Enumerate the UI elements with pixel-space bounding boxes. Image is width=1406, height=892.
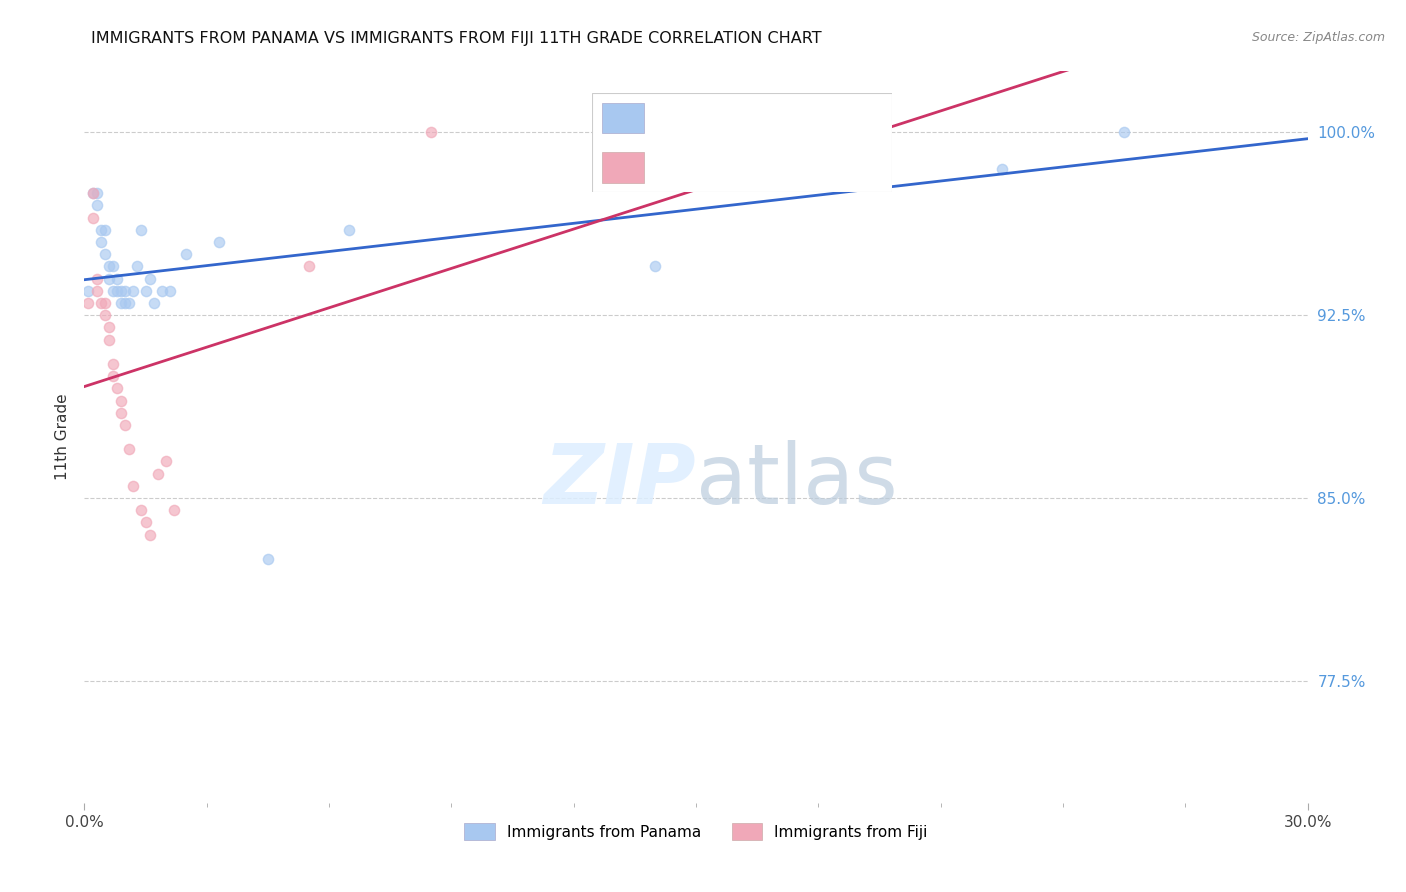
Point — [90, 235, 112, 249]
Point — [105, 284, 128, 298]
Point — [135, 516, 157, 530]
Point — [110, 284, 132, 298]
Legend: Immigrants from Panama, Immigrants from Fiji: Immigrants from Panama, Immigrants from … — [458, 816, 934, 847]
Point — [93, 296, 115, 310]
Point — [101, 357, 124, 371]
Y-axis label: 11th Grade: 11th Grade — [55, 393, 70, 481]
Point — [747, 125, 769, 139]
Text: Source: ZipAtlas.com: Source: ZipAtlas.com — [1251, 31, 1385, 45]
Point — [131, 223, 153, 237]
Point — [82, 186, 104, 201]
Text: atlas: atlas — [696, 441, 897, 522]
Point — [420, 125, 443, 139]
Point — [90, 296, 112, 310]
Point — [86, 186, 108, 201]
Point — [155, 454, 177, 468]
Point — [86, 198, 108, 212]
Point — [101, 284, 124, 298]
Point — [93, 223, 115, 237]
Point — [122, 284, 145, 298]
Point — [298, 260, 321, 274]
Point — [991, 161, 1014, 176]
Point — [159, 284, 181, 298]
Point — [90, 223, 112, 237]
Point — [138, 271, 160, 285]
Point — [97, 260, 120, 274]
Point — [93, 308, 115, 322]
Point — [77, 296, 100, 310]
Text: ZIP: ZIP — [543, 441, 696, 522]
Point — [122, 479, 145, 493]
Point — [142, 296, 165, 310]
Point — [114, 417, 136, 432]
Point — [77, 284, 100, 298]
Text: IMMIGRANTS FROM PANAMA VS IMMIGRANTS FROM FIJI 11TH GRADE CORRELATION CHART: IMMIGRANTS FROM PANAMA VS IMMIGRANTS FRO… — [91, 31, 823, 46]
Point — [97, 320, 120, 334]
Point — [1114, 125, 1136, 139]
Point — [86, 271, 108, 285]
Point — [93, 247, 115, 261]
Point — [644, 260, 666, 274]
Point — [110, 296, 132, 310]
Point — [82, 186, 104, 201]
Point — [146, 467, 169, 481]
Point — [138, 527, 160, 541]
Point — [110, 406, 132, 420]
Point — [257, 552, 280, 566]
Point — [131, 503, 153, 517]
Point — [86, 284, 108, 298]
Point — [174, 247, 197, 261]
Point — [135, 284, 157, 298]
Point — [110, 393, 132, 408]
Point — [105, 271, 128, 285]
Point — [97, 333, 120, 347]
Point — [114, 284, 136, 298]
Point — [163, 503, 186, 517]
Point — [150, 284, 173, 298]
Point — [127, 260, 149, 274]
Point — [105, 381, 128, 395]
Point — [101, 369, 124, 384]
Point — [118, 442, 141, 457]
Point — [118, 296, 141, 310]
Point — [114, 296, 136, 310]
Point — [101, 260, 124, 274]
Point — [97, 271, 120, 285]
Point — [208, 235, 231, 249]
Point — [82, 211, 104, 225]
Point — [339, 223, 361, 237]
